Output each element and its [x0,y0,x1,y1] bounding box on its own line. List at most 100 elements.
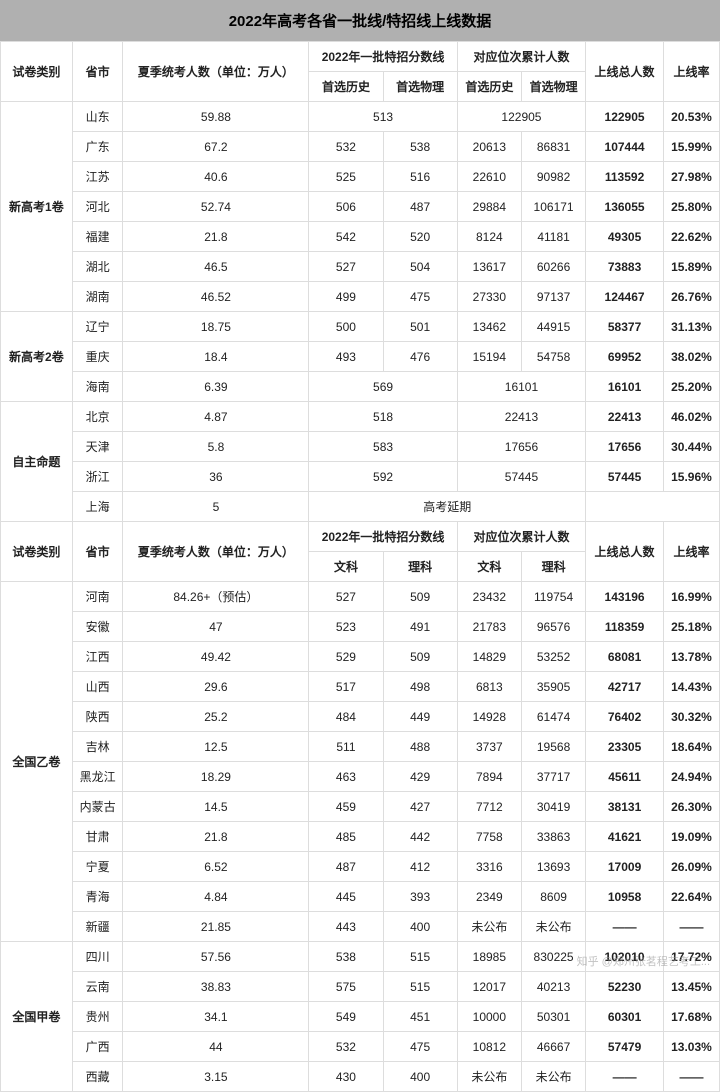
category-cell: 新高考1卷 [1,102,73,312]
score2-cell: 515 [383,972,457,1002]
merged-cell: 高考延期 [309,492,586,522]
rate-cell: 25.80% [663,192,719,222]
cum2-cell: 61474 [521,702,585,732]
province-cell: 福建 [72,222,123,252]
total-cell: 143196 [586,582,664,612]
province-cell: 江苏 [72,162,123,192]
score1-cell: 527 [309,582,383,612]
col-sub1b: 首选物理 [383,72,457,102]
province-cell: 湖南 [72,282,123,312]
category-cell: 新高考2卷 [1,312,73,402]
col-sub2a: 文科 [457,552,521,582]
province-cell: 内蒙古 [72,792,123,822]
score1-cell: 463 [309,762,383,792]
cum1-cell: 10000 [457,1002,521,1032]
cum2-cell: 未公布 [521,912,585,942]
cum1-cell: 14829 [457,642,521,672]
cum1-cell: 3737 [457,732,521,762]
cum1-cell: 2349 [457,882,521,912]
category-cell: 全国乙卷 [1,582,73,942]
total-cell: 17656 [586,432,664,462]
total-cell: 118359 [586,612,664,642]
rate-cell: 38.02% [663,342,719,372]
rate-cell: 15.96% [663,462,719,492]
score2-cell: 509 [383,642,457,672]
score1-cell: 493 [309,342,383,372]
rate-cell: —— [663,912,719,942]
score2-cell: 498 [383,672,457,702]
cum1-cell: 20613 [457,132,521,162]
col-examinees: 夏季统考人数（单位：万人） [123,42,309,102]
col-type: 试卷类别 [1,522,73,582]
col-sub2a: 首选历史 [457,72,521,102]
total-cell: 113592 [586,162,664,192]
total-cell: 60301 [586,1002,664,1032]
score2-cell: 491 [383,612,457,642]
cum2-cell: 37717 [521,762,585,792]
rate-cell: 26.09% [663,852,719,882]
total-cell: 22413 [586,402,664,432]
score1-cell: 542 [309,222,383,252]
examinees-cell: 44 [123,1032,309,1062]
cum1-cell: 10812 [457,1032,521,1062]
rate-cell: 13.78% [663,642,719,672]
total-cell: 58377 [586,312,664,342]
score1-cell: 525 [309,162,383,192]
rate-cell: 18.64% [663,732,719,762]
cum1-cell: 8124 [457,222,521,252]
col-sub2b: 理科 [521,552,585,582]
province-cell: 西藏 [72,1062,123,1092]
score2-cell: 449 [383,702,457,732]
cum2-cell: 119754 [521,582,585,612]
score2-cell: 400 [383,1062,457,1092]
rate-cell: 22.64% [663,882,719,912]
cum1-cell: 13462 [457,312,521,342]
col-province: 省市 [72,522,123,582]
score2-cell: 501 [383,312,457,342]
rate-cell: 26.30% [663,792,719,822]
total-cell: 68081 [586,642,664,672]
rate-cell: 15.89% [663,252,719,282]
cum2-cell: 13693 [521,852,585,882]
province-cell: 安徽 [72,612,123,642]
rate-cell: 31.13% [663,312,719,342]
province-cell: 河北 [72,192,123,222]
cum-merged: 17656 [457,432,585,462]
score2-cell: 393 [383,882,457,912]
score1-cell: 532 [309,1032,383,1062]
examinees-cell: 21.8 [123,222,309,252]
cum1-cell: 7712 [457,792,521,822]
rate-cell: 27.98% [663,162,719,192]
page-title: 2022年高考各省一批线/特招线上线数据 [0,0,720,41]
examinees-cell: 52.74 [123,192,309,222]
examinees-cell: 34.1 [123,1002,309,1032]
total-cell: 136055 [586,192,664,222]
province-cell: 辽宁 [72,312,123,342]
cum1-cell: 3316 [457,852,521,882]
cum2-cell: 54758 [521,342,585,372]
province-cell: 广西 [72,1032,123,1062]
total-cell: —— [586,1062,664,1092]
cum1-cell: 未公布 [457,912,521,942]
score2-cell: 427 [383,792,457,822]
cum2-cell: 19568 [521,732,585,762]
score1-cell: 506 [309,192,383,222]
total-cell: 38131 [586,792,664,822]
score2-cell: 476 [383,342,457,372]
watermark: 知乎 @郑州张茗程艺考工... [577,953,710,969]
cum1-cell: 21783 [457,612,521,642]
cum1-cell: 未公布 [457,1062,521,1092]
score1-cell: 575 [309,972,383,1002]
score-merged: 518 [309,402,457,432]
cum2-cell: 40213 [521,972,585,1002]
score1-cell: 499 [309,282,383,312]
score1-cell: 459 [309,792,383,822]
rate-cell: 46.02% [663,402,719,432]
score2-cell: 475 [383,282,457,312]
score-merged: 569 [309,372,457,402]
cum2-cell: 90982 [521,162,585,192]
score1-cell: 443 [309,912,383,942]
score1-cell: 487 [309,852,383,882]
col-total: 上线总人数 [586,522,664,582]
examinees-cell: 84.26+（预估） [123,582,309,612]
